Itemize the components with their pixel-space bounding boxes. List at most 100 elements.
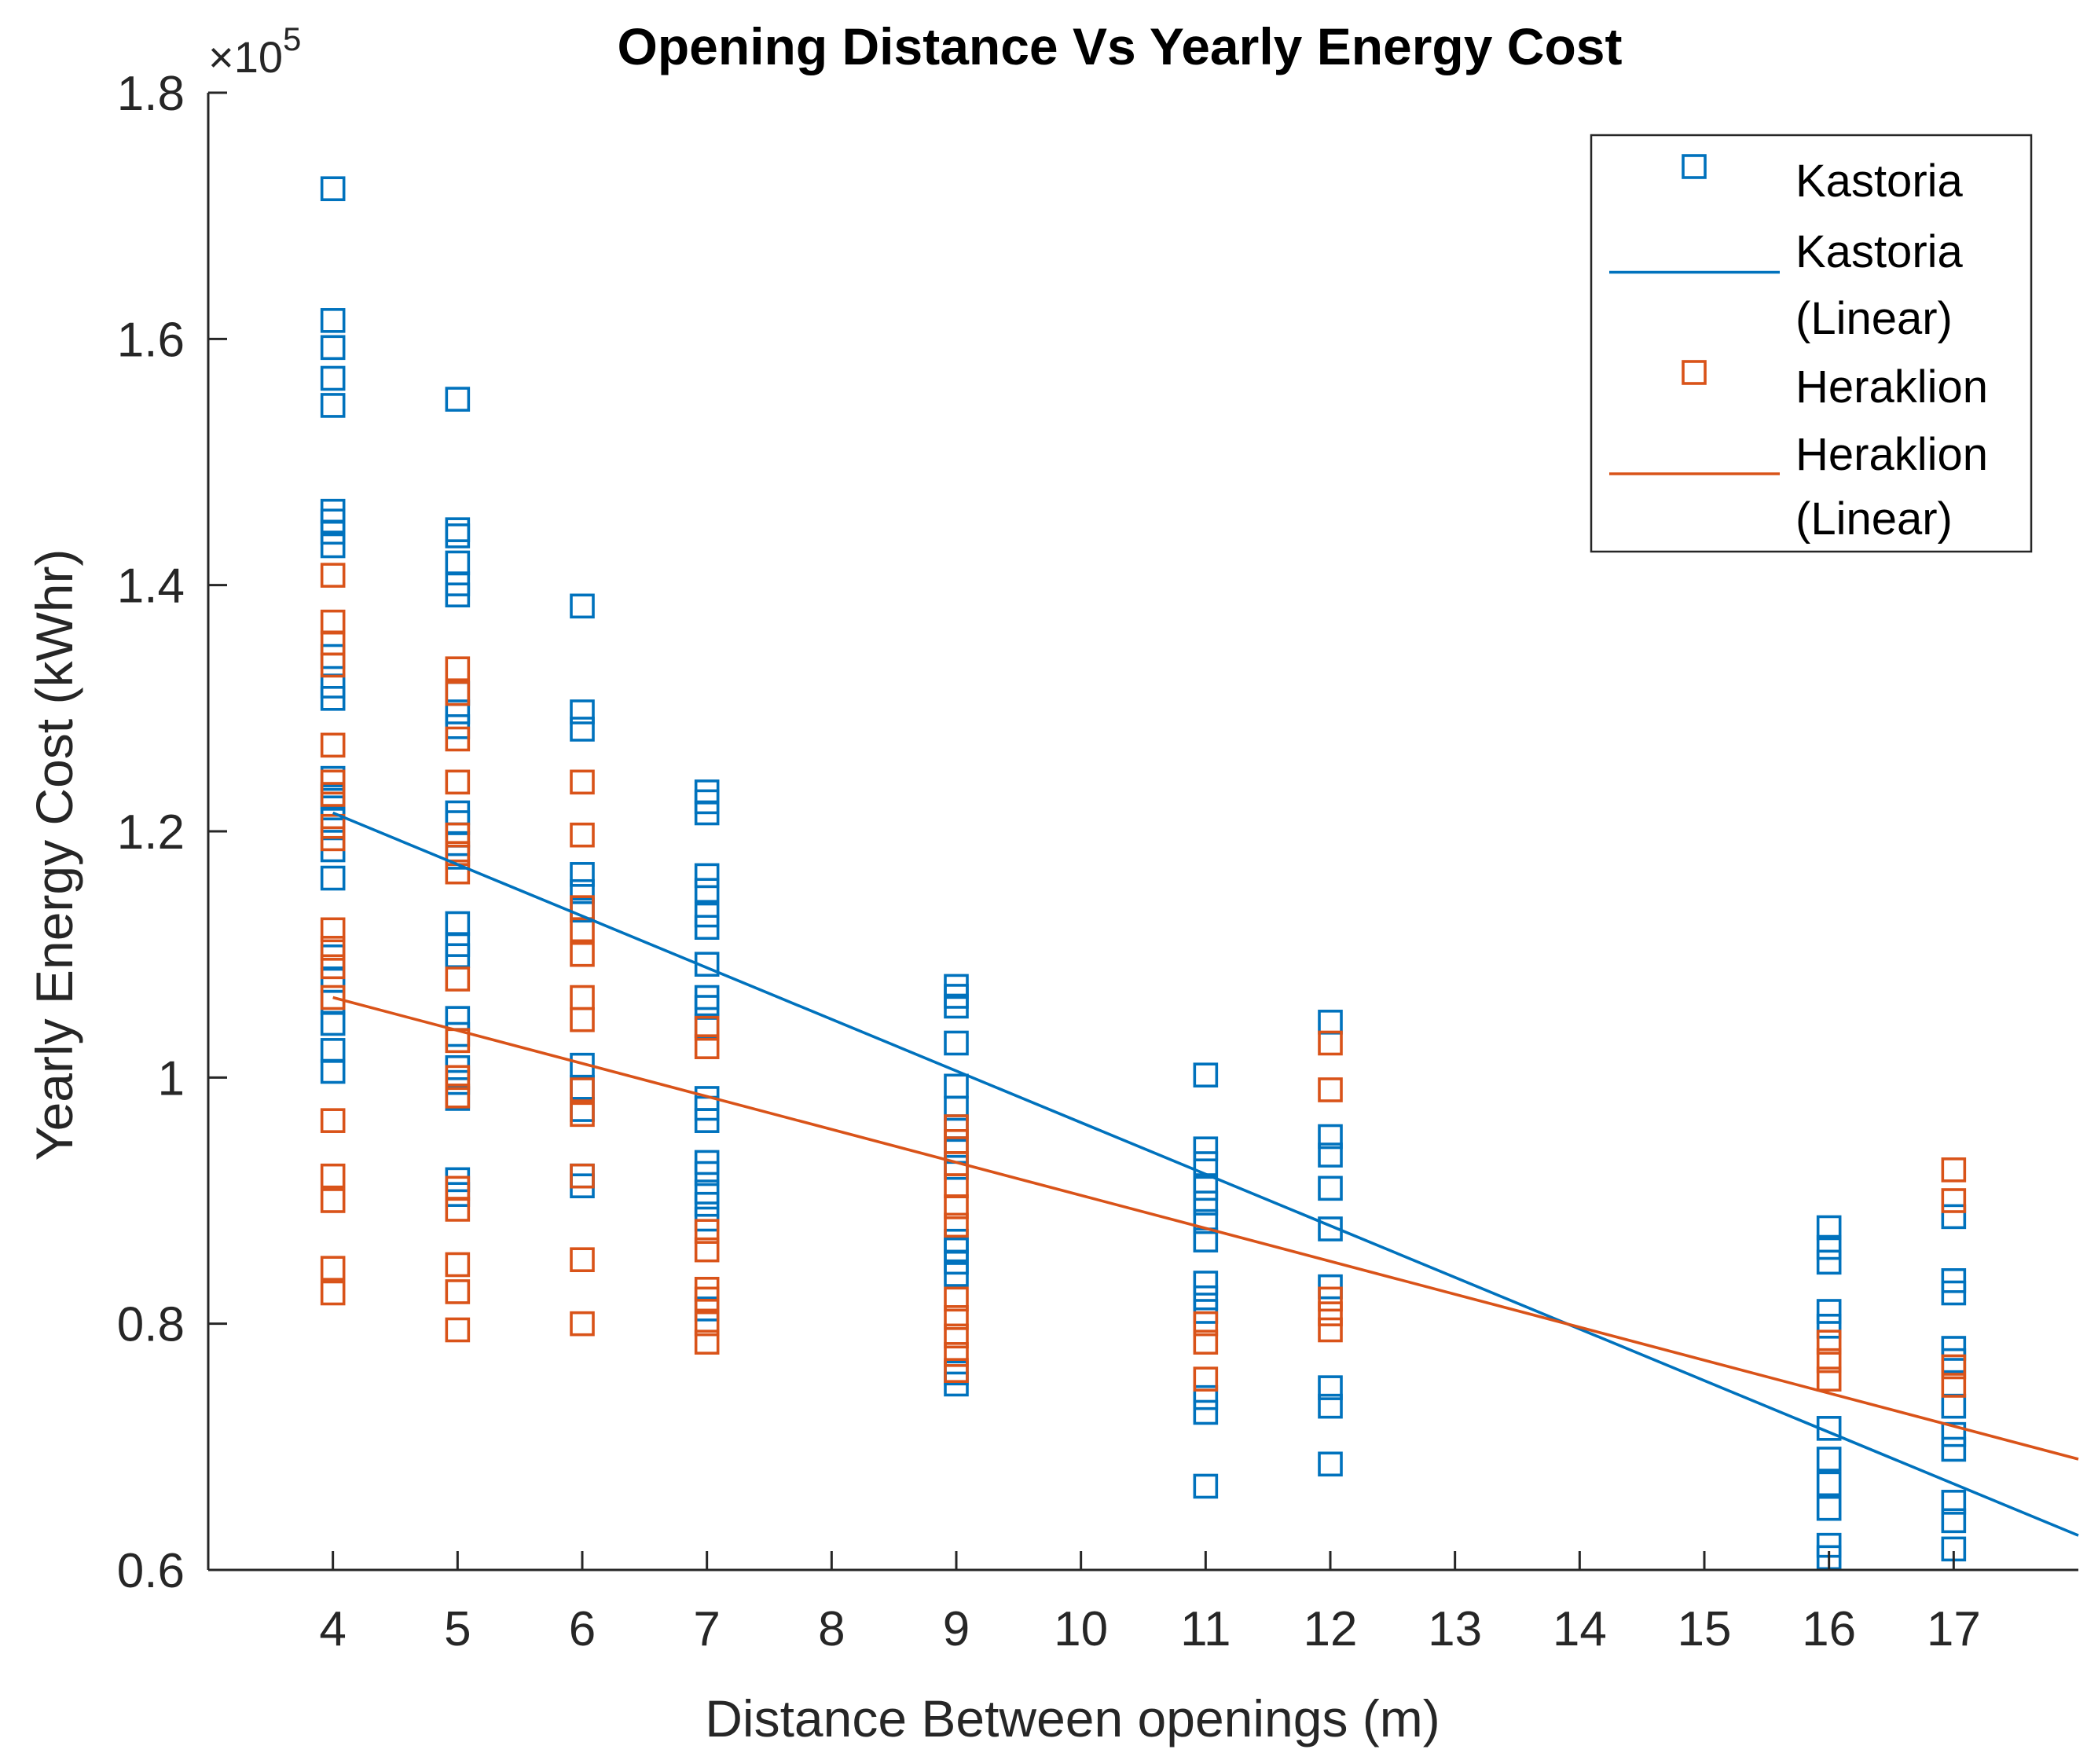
y-tick-label: 0.8: [117, 1298, 185, 1352]
heraklion-point: [1816, 1348, 1842, 1373]
kastoria-point: [445, 387, 471, 412]
kastoria-point: [320, 533, 346, 559]
heraklion-point: [570, 769, 595, 795]
kastoria-point: [1816, 1234, 1842, 1260]
kastoria-point: [320, 308, 346, 333]
kastoria-point: [320, 1058, 346, 1084]
kastoria-point: [1193, 1175, 1219, 1201]
y-tick-label: 0.6: [117, 1544, 185, 1598]
heraklion-point: [694, 1311, 720, 1337]
heraklion-point: [944, 1194, 969, 1219]
kastoria-linear-fit: [332, 811, 2079, 1537]
heraklion-point: [445, 680, 471, 706]
legend-label: Heraklion: [1795, 361, 1988, 413]
kastoria-point: [320, 685, 346, 711]
kastoria-point: [1318, 1142, 1343, 1168]
heraklion-point: [694, 1329, 720, 1355]
y-tick-label: 1.4: [117, 559, 185, 614]
kastoria-point: [445, 523, 471, 548]
kastoria-point: [694, 863, 720, 889]
exponent-power: 5: [283, 20, 301, 57]
heraklion-point: [1318, 1286, 1343, 1312]
legend-label: Kastoria: [1795, 226, 1964, 277]
heraklion-point: [694, 1015, 720, 1041]
y-tick-label: 1.8: [117, 67, 185, 121]
kastoria-point: [1193, 1399, 1219, 1425]
kastoria-point: [1193, 1062, 1219, 1087]
heraklion-point: [320, 1256, 346, 1281]
x-tick-label: 4: [319, 1602, 346, 1656]
heraklion-point: [1941, 1157, 1967, 1183]
kastoria-point: [1318, 1451, 1343, 1477]
heraklion-point: [1941, 1188, 1967, 1213]
heraklion-point: [320, 732, 346, 758]
x-tick-label: 16: [1802, 1602, 1856, 1656]
heraklion-point: [944, 1342, 969, 1367]
x-tick-label: 7: [693, 1602, 720, 1656]
heraklion-point: [1318, 1077, 1343, 1102]
heraklion-point: [445, 1084, 471, 1109]
heraklion-point: [445, 1065, 471, 1091]
kastoria-point: [570, 862, 595, 887]
heraklion-point: [570, 822, 595, 848]
kastoria-point: [1941, 1436, 1967, 1462]
heraklion-point: [570, 1077, 595, 1102]
heraklion-point: [570, 917, 595, 943]
heraklion-point: [1318, 1317, 1343, 1343]
y-tick-label: 1.2: [117, 805, 185, 860]
legend-label: Kastoria: [1795, 156, 1964, 207]
x-tick-label: 14: [1553, 1602, 1607, 1656]
kastoria-point: [944, 1262, 969, 1287]
heraklion-point: [694, 1286, 720, 1312]
legend-label: Heraklion: [1795, 429, 1988, 480]
kastoria-series: [320, 176, 1967, 1571]
heraklion-point: [1318, 1301, 1343, 1326]
exponent-base: ×10: [208, 32, 283, 82]
kastoria-point: [1941, 1490, 1967, 1515]
heraklion-point: [320, 1280, 346, 1306]
x-tick-label: 11: [1180, 1602, 1231, 1656]
kastoria-point: [1193, 1190, 1219, 1216]
kastoria-point: [1941, 1421, 1967, 1447]
heraklion-point: [1193, 1329, 1219, 1355]
heraklion-point: [445, 822, 471, 848]
heraklion-point: [1941, 1373, 1967, 1398]
kastoria-point: [570, 878, 595, 904]
heraklion-legend-marker: [1682, 360, 1707, 385]
kastoria-point: [694, 878, 720, 903]
kastoria-point: [570, 717, 595, 742]
kastoria-point: [320, 335, 346, 361]
kastoria-point: [1318, 1124, 1343, 1150]
kastoria-point: [1816, 1249, 1842, 1275]
heraklion-point: [320, 954, 346, 980]
kastoria-point: [1318, 1375, 1343, 1400]
kastoria-point: [1318, 1175, 1343, 1201]
kastoria-point: [320, 393, 346, 418]
kastoria-point: [694, 800, 720, 826]
heraklion-point: [320, 826, 346, 852]
heraklion-point: [1941, 1354, 1967, 1380]
heraklion-point: [320, 563, 346, 588]
kastoria-point: [1941, 1508, 1967, 1534]
heraklion-point: [445, 656, 471, 682]
kastoria-point: [320, 865, 346, 891]
kastoria-legend-marker: [1682, 154, 1707, 179]
kastoria-point: [1193, 1285, 1219, 1311]
heraklion-point: [445, 726, 471, 752]
legend-label-sub: (Linear): [1795, 493, 1953, 545]
y-tick-label: 1.6: [117, 313, 185, 367]
kastoria-point: [944, 1371, 969, 1397]
x-tick-label: 6: [569, 1602, 596, 1656]
axes-layer: 4 5 6 7 8 9 10 11 12 13 14 15 16 17 0.6 0.8 1 1.2 1.4 1.6 1.…: [117, 67, 2078, 1656]
x-tick-label: 5: [444, 1602, 471, 1656]
heraklion-point: [445, 1279, 471, 1304]
kastoria-point: [944, 1095, 969, 1121]
kastoria-point: [944, 993, 969, 1019]
kastoria-point: [320, 176, 346, 201]
kastoria-point: [1816, 1314, 1842, 1339]
heraklion-point: [944, 1323, 969, 1349]
kastoria-point: [1193, 1136, 1219, 1161]
kastoria-point: [1816, 1495, 1842, 1521]
heraklion-point: [1816, 1366, 1842, 1392]
